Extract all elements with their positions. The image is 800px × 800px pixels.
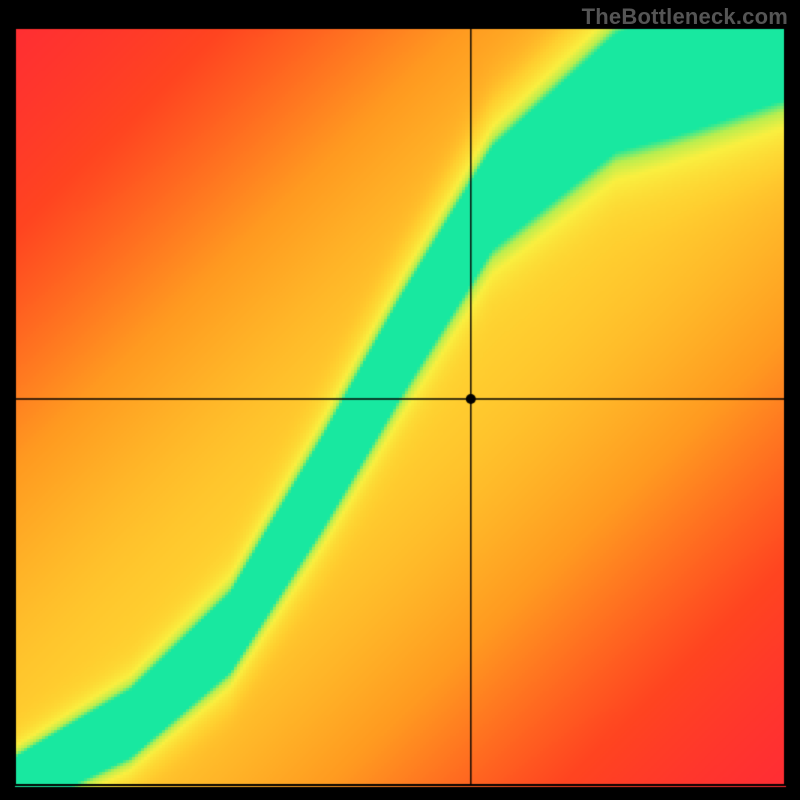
bottleneck-heatmap bbox=[0, 0, 800, 800]
chart-container: TheBottleneck.com bbox=[0, 0, 800, 800]
watermark-text: TheBottleneck.com bbox=[582, 4, 788, 30]
